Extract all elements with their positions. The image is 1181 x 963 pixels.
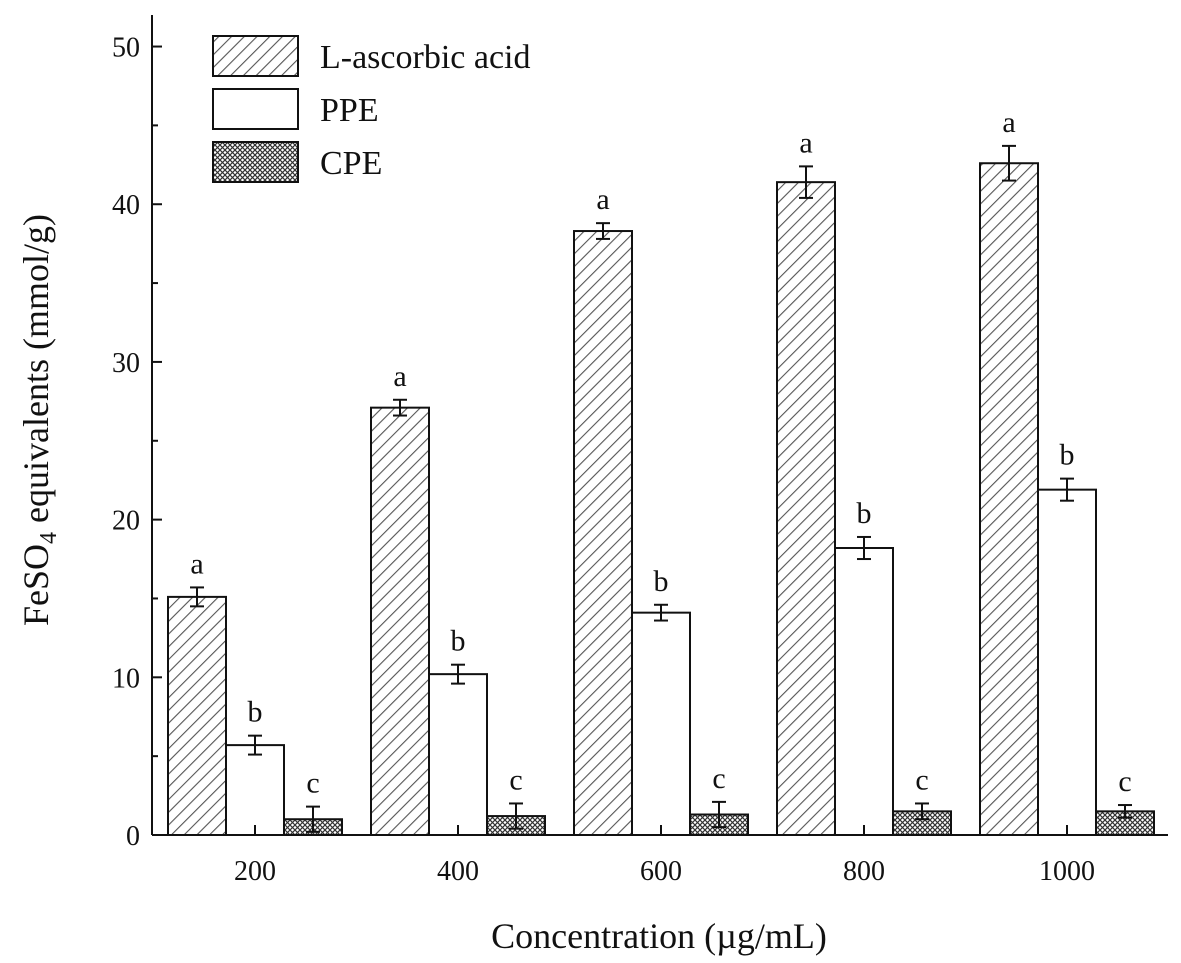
x-tick-label: 600 xyxy=(640,856,682,887)
bar xyxy=(631,611,691,837)
y-axis-label-prefix: FeSO xyxy=(16,544,56,626)
bar xyxy=(979,162,1039,836)
bars-group: a b c a b c a b c a b c a b c xyxy=(167,106,1155,837)
legend-label: L-ascorbic acid xyxy=(320,39,531,76)
significance-label: b xyxy=(248,696,263,729)
y-axis-label: FeSO4 equivalents (mmol/g) xyxy=(16,214,62,626)
legend-label: CPE xyxy=(320,145,382,182)
significance-label: c xyxy=(712,762,725,795)
legend-label: PPE xyxy=(320,92,379,129)
significance-label: a xyxy=(393,360,406,393)
significance-label: a xyxy=(596,183,609,216)
significance-label: b xyxy=(654,565,669,598)
bar xyxy=(776,181,836,836)
significance-label: a xyxy=(1002,106,1015,139)
y-tick-label: 10 xyxy=(112,663,140,694)
y-axis-label-suffix: equivalents (mmol/g) xyxy=(16,214,56,532)
significance-label: b xyxy=(1060,439,1075,472)
significance-label: c xyxy=(509,763,522,796)
legend-swatch xyxy=(212,88,299,130)
significance-label: b xyxy=(451,625,466,658)
significance-label: a xyxy=(190,547,203,580)
bar xyxy=(428,673,488,837)
x-tick-label: 1000 xyxy=(1039,856,1095,887)
bar xyxy=(370,406,430,836)
significance-label: a xyxy=(799,126,812,159)
y-tick-label: 50 xyxy=(112,33,140,64)
bar xyxy=(834,547,894,836)
significance-label: c xyxy=(915,763,928,796)
bar xyxy=(225,744,285,836)
legend: L-ascorbic acid PPE CPE xyxy=(212,35,531,183)
significance-label: c xyxy=(1118,765,1131,798)
significance-label: c xyxy=(306,767,319,800)
y-axis-label-subscript: 4 xyxy=(36,532,62,544)
legend-swatch xyxy=(212,35,299,77)
x-tick-label: 800 xyxy=(843,856,885,887)
x-tick-label: 400 xyxy=(437,856,479,887)
y-tick-label: 30 xyxy=(112,348,140,379)
y-tick-label: 40 xyxy=(112,190,140,221)
axes-group: 0 10 20 30 40 50 200 400 600 800 1000 xyxy=(112,15,1168,887)
x-axis-label: Concentration (µg/mL) xyxy=(491,916,827,956)
significance-label: b xyxy=(857,497,872,530)
y-tick-label: 0 xyxy=(126,821,140,852)
legend-swatch xyxy=(212,141,299,183)
x-tick-label: 200 xyxy=(234,856,276,887)
bar xyxy=(167,595,227,837)
bar xyxy=(1037,488,1097,836)
bar xyxy=(573,230,633,837)
y-tick-label: 20 xyxy=(112,506,140,537)
